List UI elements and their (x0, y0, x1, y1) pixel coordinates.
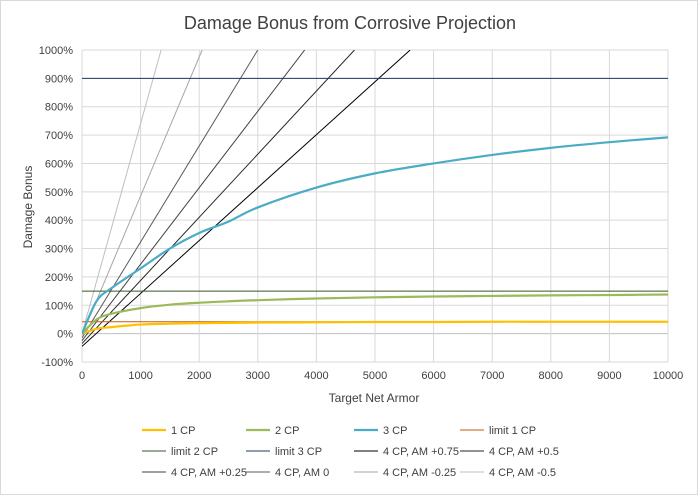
tick-labels: -100% 0% 100% 200% 300% 400% 500% 600% 700% 800% 9… (39, 45, 684, 382)
x-axis-label: Target Net Armor (329, 391, 420, 405)
y-tick-label: 1000% (39, 45, 73, 57)
legend-1-cp-label: 1 CP (171, 425, 195, 437)
series-4-cp-am-0-25-line (82, 50, 203, 336)
chart-title: Damage Bonus from Corrosive Projection (184, 13, 516, 33)
x-tick-label: 0 (79, 370, 85, 382)
legend-4-cp-am-0-5-label: 4 CP, AM -0.5 (489, 467, 556, 479)
legend-limit-2-cp-label: limit 2 CP (171, 446, 218, 458)
y-tick-label: -100% (41, 357, 73, 369)
series-3-cp-line (82, 136, 668, 335)
legend-4-cp-am-0-25-label: 4 CP, AM +0.25 (171, 467, 247, 479)
series-4-cp-am-0-line (82, 50, 259, 339)
x-tick-label: 4000 (304, 370, 328, 382)
legend-3-cp-label: 3 CP (383, 425, 407, 437)
y-tick-label: 600% (45, 158, 73, 170)
y-axis-label: Damage Bonus (21, 166, 35, 249)
legend-4-cp-am-0-label: 4 CP, AM 0 (275, 467, 329, 479)
legend-4-cp-am-0-5-label: 4 CP, AM +0.5 (489, 446, 559, 458)
series-4-cp-am-0-75-line (82, 50, 411, 347)
legend-4-cp-am-0-25-label: 4 CP, AM -0.25 (383, 467, 456, 479)
legend-4-cp-am-0-75-label: 4 CP, AM +0.75 (383, 446, 459, 458)
series-1-cp-line (82, 320, 668, 335)
series-4-cp-am-0-5-line (82, 50, 355, 344)
x-tick-label: 6000 (421, 370, 445, 382)
series-4-cp-am-0-25-line (82, 50, 306, 342)
x-tick-label: 1000 (128, 370, 152, 382)
x-tick-label: 2000 (187, 370, 211, 382)
x-tick-label: 10000 (653, 370, 684, 382)
x-tick-label: 9000 (597, 370, 621, 382)
x-tick-label: 3000 (246, 370, 270, 382)
x-tick-label: 5000 (363, 370, 387, 382)
legend-limit-3-cp-label: limit 3 CP (275, 446, 322, 458)
y-tick-label: 800% (45, 102, 73, 114)
y-tick-label: 900% (45, 73, 73, 85)
series-layer (82, 50, 668, 347)
grid (81, 49, 669, 363)
y-tick-label: 200% (45, 272, 73, 284)
x-tick-label: 8000 (539, 370, 563, 382)
y-tick-label: 400% (45, 215, 73, 227)
y-tick-label: 500% (45, 187, 73, 199)
y-tick-label: 100% (45, 300, 73, 312)
series-4-cp-am-0-5-line (82, 50, 162, 334)
legend: 1 CP 2 CP 3 CP limit 1 CP limit 2 CP limit 3 … (142, 425, 559, 479)
y-tick-label: 300% (45, 244, 73, 256)
legend-2-cp-label: 2 CP (275, 425, 299, 437)
y-tick-label: 700% (45, 130, 73, 142)
legend-limit-1-cp-label: limit 1 CP (489, 425, 536, 437)
series-2-cp-line (82, 293, 668, 335)
y-tick-label: 0% (57, 329, 73, 341)
x-tick-label: 7000 (480, 370, 504, 382)
